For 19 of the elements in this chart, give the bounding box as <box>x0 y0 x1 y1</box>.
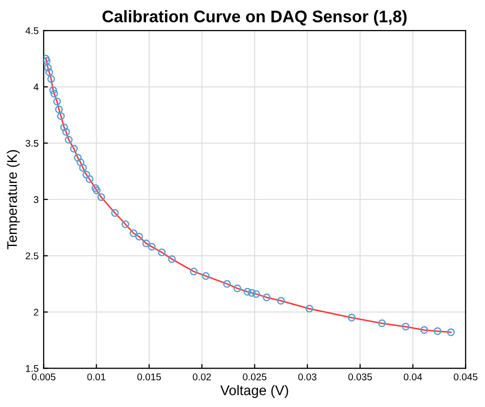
x-tick-label: 0.03 <box>298 373 316 380</box>
y-tick-label: 3 <box>34 196 38 204</box>
x-tick-label: 0.01 <box>87 373 106 380</box>
x-axis-title: Voltage (V) <box>220 385 288 398</box>
y-axis-title: Temperature (K) <box>6 150 20 250</box>
y-tick-label: 2 <box>34 308 38 316</box>
x-tick-label: 0.025 <box>242 373 266 380</box>
x-tick-label: 0.02 <box>192 373 211 380</box>
x-tick-label: 0.035 <box>348 373 372 380</box>
y-tick-label: 1.5 <box>26 365 38 372</box>
chart-title: Calibration Curve on DAQ Sensor (1,8) <box>102 10 407 26</box>
y-tick-label: 4.5 <box>26 27 38 34</box>
y-tick-label: 3.5 <box>26 140 38 147</box>
x-tick-label: 0.015 <box>137 373 161 380</box>
y-tick-label: 2.5 <box>26 252 38 260</box>
x-tick-label: 0.04 <box>404 373 422 380</box>
x-tick-label: 0.005 <box>32 373 56 380</box>
x-tick-label: 0.045 <box>454 373 478 380</box>
y-tick-label: 4 <box>34 84 39 90</box>
